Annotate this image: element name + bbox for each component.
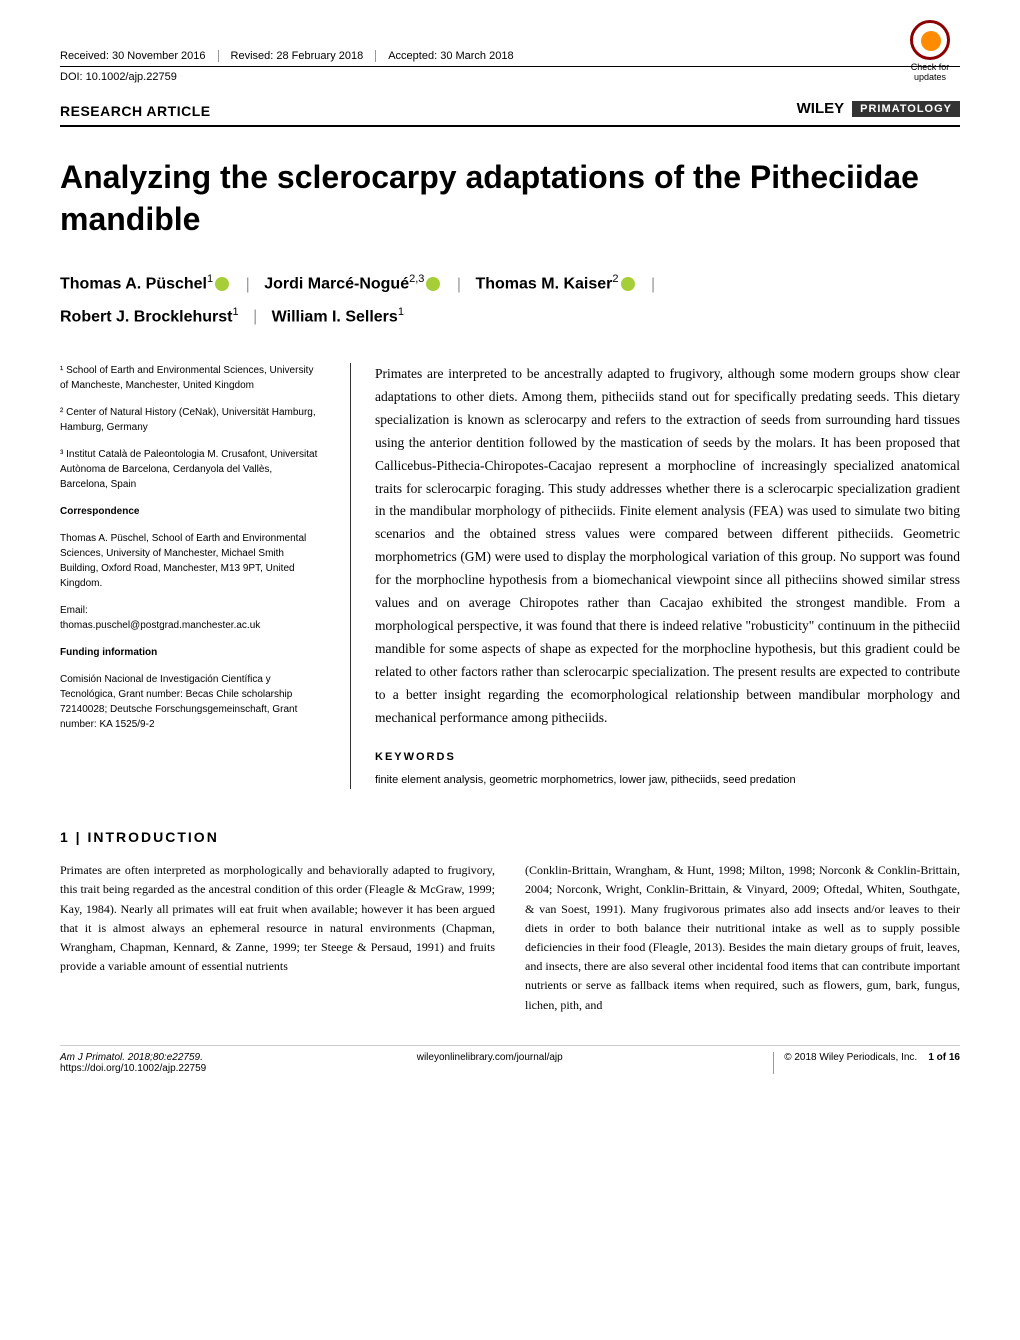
- affiliation-3: ³ Institut Català de Paleontologia M. Cr…: [60, 447, 320, 492]
- abstract-column: Primates are interpreted to be ancestral…: [350, 363, 960, 789]
- updates-icon: [910, 20, 950, 60]
- intro-columns: Primates are often interpreted as morpho…: [60, 861, 960, 1015]
- author-separator: |: [253, 308, 257, 325]
- article-title: Analyzing the sclerocarpy adaptations of…: [60, 157, 960, 240]
- author-4: Robert J. Brocklehurst: [60, 308, 232, 325]
- section-heading: 1 | INTRODUCTION: [60, 829, 960, 845]
- page-number: 1 of 16: [928, 1052, 960, 1063]
- check-updates-label: Check for updates: [900, 62, 960, 82]
- author-3-aff: 2: [612, 273, 618, 285]
- keywords-list: finite element analysis, geometric morph…: [375, 771, 960, 790]
- authors-list: Thomas A. Püschel1 | Jordi Marcé-Nogué2,…: [60, 268, 960, 333]
- received-date: Received: 30 November 2016: [60, 50, 219, 62]
- author-2: Jordi Marcé-Nogué: [264, 276, 409, 293]
- author-separator: |: [246, 276, 250, 293]
- author-separator: |: [651, 276, 655, 293]
- doi: DOI: 10.1002/ajp.22759: [60, 71, 960, 83]
- check-updates-badge[interactable]: Check for updates: [900, 20, 960, 80]
- publisher-branding: WILEY PRIMATOLOGY: [797, 100, 960, 117]
- email-label: Email:: [60, 605, 88, 616]
- section-1-head: 1 | INTRODUCTION: [60, 829, 219, 845]
- correspondence-email[interactable]: thomas.puschel@postgrad.manchester.ac.uk: [60, 620, 260, 631]
- orcid-icon[interactable]: [215, 277, 229, 291]
- correspondence-body: Thomas A. Püschel, School of Earth and E…: [60, 531, 320, 591]
- author-1-aff: 1: [207, 273, 213, 285]
- publisher-name: WILEY: [797, 100, 845, 117]
- funding-body: Comisión Nacional de Investigación Cient…: [60, 672, 320, 732]
- author-1: Thomas A. Püschel: [60, 276, 207, 293]
- orcid-icon[interactable]: [426, 277, 440, 291]
- affiliation-1: ¹ School of Earth and Environmental Scie…: [60, 363, 320, 393]
- author-5-aff: 1: [398, 306, 404, 318]
- journal-badge: PRIMATOLOGY: [852, 101, 960, 117]
- correspondence-head: Correspondence: [60, 504, 320, 519]
- author-2-aff: 2,3: [409, 273, 424, 285]
- abstract-text: Primates are interpreted to be ancestral…: [375, 363, 960, 730]
- sidebar-metadata: ¹ School of Earth and Environmental Scie…: [60, 363, 320, 789]
- footer-url[interactable]: wileyonlinelibrary.com/journal/ajp: [417, 1052, 563, 1074]
- accepted-date: Accepted: 30 March 2018: [376, 50, 525, 62]
- footer-copyright: © 2018 Wiley Periodicals, Inc.: [784, 1052, 917, 1063]
- footer-doi-url[interactable]: https://doi.org/10.1002/ajp.22759: [60, 1063, 206, 1074]
- intro-col-2: (Conklin-Brittain, Wrangham, & Hunt, 199…: [525, 861, 960, 1015]
- author-3: Thomas M. Kaiser: [475, 276, 612, 293]
- intro-col-1: Primates are often interpreted as morpho…: [60, 861, 495, 1015]
- submission-dates: Received: 30 November 2016 Revised: 28 F…: [60, 50, 960, 67]
- orcid-icon[interactable]: [621, 277, 635, 291]
- affiliation-2: ² Center of Natural History (CeNak), Uni…: [60, 405, 320, 435]
- page-footer: Am J Primatol. 2018;80:e22759. https://d…: [60, 1045, 960, 1074]
- funding-head: Funding information: [60, 645, 320, 660]
- author-5: William I. Sellers: [272, 308, 398, 325]
- author-separator: |: [457, 276, 461, 293]
- footer-citation: Am J Primatol. 2018;80:e22759.: [60, 1052, 203, 1063]
- author-4-aff: 1: [232, 306, 238, 318]
- keywords-head: KEYWORDS: [375, 748, 960, 767]
- revised-date: Revised: 28 February 2018: [219, 50, 377, 62]
